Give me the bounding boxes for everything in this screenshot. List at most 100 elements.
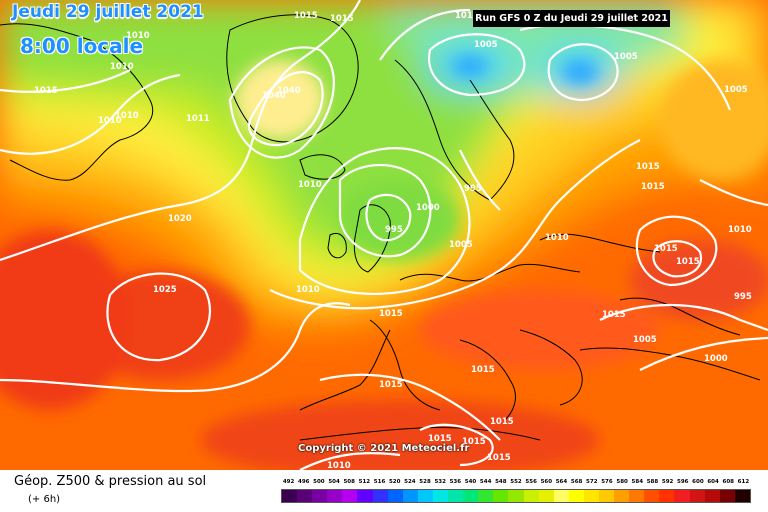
pressure-map: 1010 1015 1015 1015 1005 1005 1005 1015 … <box>0 0 768 470</box>
color-scale-swatch <box>689 490 705 502</box>
color-scale-label: 608 <box>722 479 734 485</box>
color-scale-labels: 492 496 500 504 508 512 516 520 524 528 532 536 540 5… <box>281 479 751 488</box>
color-scale-swatch <box>598 490 615 502</box>
color-scale-label: 520 <box>388 479 401 485</box>
forecast-date: Jeudi 29 juillet 2021 <box>12 2 204 22</box>
color-scale-label: 528 <box>419 479 431 485</box>
isobar-label: 1015 <box>602 310 626 320</box>
isobar-label: 1015 <box>462 437 486 447</box>
isobar-label: 1015 <box>379 380 403 390</box>
color-scale-swatch <box>583 490 599 502</box>
color-scale-swatch <box>614 490 630 502</box>
isobar-label: 995 <box>385 225 403 235</box>
color-scale-label: 548 <box>495 479 507 485</box>
color-scale-label: 504 <box>328 479 340 485</box>
forecast-offset: (+ 6h) <box>28 494 61 505</box>
isobar-label: 1040 <box>262 91 286 101</box>
color-scale-swatch <box>553 490 569 502</box>
isobar-label: 1015 <box>490 417 514 427</box>
color-scale-swatch <box>282 490 298 502</box>
isobar-label: 1010 <box>298 180 322 190</box>
color-scale-swatch <box>297 490 313 502</box>
color-scale-swatch <box>417 490 433 502</box>
color-scale-swatch <box>493 490 509 502</box>
isobar-label: 1011 <box>186 114 210 124</box>
color-scale-swatch <box>704 490 720 502</box>
color-scale-swatch <box>402 490 418 502</box>
isobar-label: 1005 <box>474 40 498 50</box>
isobar-label: 1010 <box>327 461 351 470</box>
isobar-label: 1020 <box>168 214 192 224</box>
isobar-label: 1015 <box>676 257 700 267</box>
color-scale-label: 564 <box>555 479 568 485</box>
color-scale-label: 524 <box>404 479 416 485</box>
color-scale-label: 612 <box>737 479 750 485</box>
isobar-label: 1025 <box>153 285 177 295</box>
map-footer: Géop. Z500 & pression au sol (+ 6h) 492 4… <box>0 470 768 512</box>
color-scale-label: 576 <box>601 479 613 485</box>
color-scale-swatch <box>327 490 343 502</box>
color-scale-label: 516 <box>373 479 386 485</box>
isobar-label: 1005 <box>449 240 473 250</box>
forecast-time: 8:00 locale <box>20 34 144 58</box>
isobar-label: 995 <box>734 292 752 302</box>
color-scale-swatch <box>659 490 675 502</box>
isobar-label: 1000 <box>704 354 728 364</box>
isobar-lines <box>0 0 768 470</box>
color-scale-swatch <box>432 490 449 502</box>
color-scale-label: 584 <box>631 479 644 485</box>
color-scale-label: 588 <box>646 479 659 485</box>
isobar-labels: 1010 1015 1015 1015 1005 1005 1005 1015 … <box>34 11 752 470</box>
color-scale-legend: 492 496 500 504 508 512 516 520 524 528 532 536 540 5… <box>281 479 751 503</box>
copyright-notice: Copyright © 2021 Meteociel.fr <box>298 443 470 454</box>
color-scale-label: 596 <box>677 479 689 485</box>
color-scale-swatch <box>538 490 554 502</box>
color-scale-label: 600 <box>692 479 704 485</box>
color-scale-swatch <box>448 490 464 502</box>
color-scale-label: 500 <box>313 479 325 485</box>
isobar-label: 1015 <box>471 365 495 375</box>
color-scale-label: 592 <box>661 479 674 485</box>
color-scale-swatch <box>734 490 750 502</box>
color-scale-label: 496 <box>297 479 310 485</box>
isobar-label: 1010 <box>110 62 134 72</box>
color-scale-swatch <box>674 490 690 502</box>
color-scale-swatch <box>478 490 494 502</box>
color-scale-label: 556 <box>525 479 537 485</box>
color-scale-swatch <box>629 490 645 502</box>
isobar-label: 1015 <box>379 309 403 319</box>
isobar-label: 1000 <box>416 203 440 213</box>
isobar-label: 1015 <box>330 14 354 24</box>
isobar-label: 1010 <box>126 31 150 41</box>
color-scale-label: 580 <box>616 479 628 485</box>
isobar-label: 1005 <box>633 335 657 345</box>
isobar-label: 1010 <box>728 225 752 235</box>
isobar-label: 1015 <box>294 11 318 21</box>
color-scale-swatch <box>719 490 735 502</box>
color-scale-swatch <box>357 490 373 502</box>
color-scale-label: 572 <box>586 479 598 485</box>
isobar-label: 1015 <box>34 86 58 96</box>
color-scale-label: 512 <box>358 479 371 485</box>
color-scale-bar <box>281 489 751 503</box>
color-scale-swatch <box>508 490 524 502</box>
color-scale-label: 604 <box>707 479 719 485</box>
color-scale-label: 540 <box>464 479 477 485</box>
color-scale-label: 492 <box>282 479 295 485</box>
color-scale-label: 568 <box>570 479 583 485</box>
isobar-label: 1010 <box>98 116 122 126</box>
isobar-label: 1015 <box>641 182 665 192</box>
isobar-label: 1010 <box>545 233 569 243</box>
color-scale-label: 552 <box>510 479 522 485</box>
color-scale-swatch <box>568 490 584 502</box>
product-title: Géop. Z500 & pression au sol <box>14 474 207 489</box>
isobar-label: 1010 <box>296 285 320 295</box>
color-scale-swatch <box>644 490 660 502</box>
color-scale-label: 508 <box>343 479 355 485</box>
color-scale-swatch <box>387 490 403 502</box>
color-scale-swatch <box>523 490 539 502</box>
isobar-label: 1005 <box>614 52 638 62</box>
isobar-label: 1040 <box>277 86 301 96</box>
isobar-label: 1015 <box>636 162 660 172</box>
